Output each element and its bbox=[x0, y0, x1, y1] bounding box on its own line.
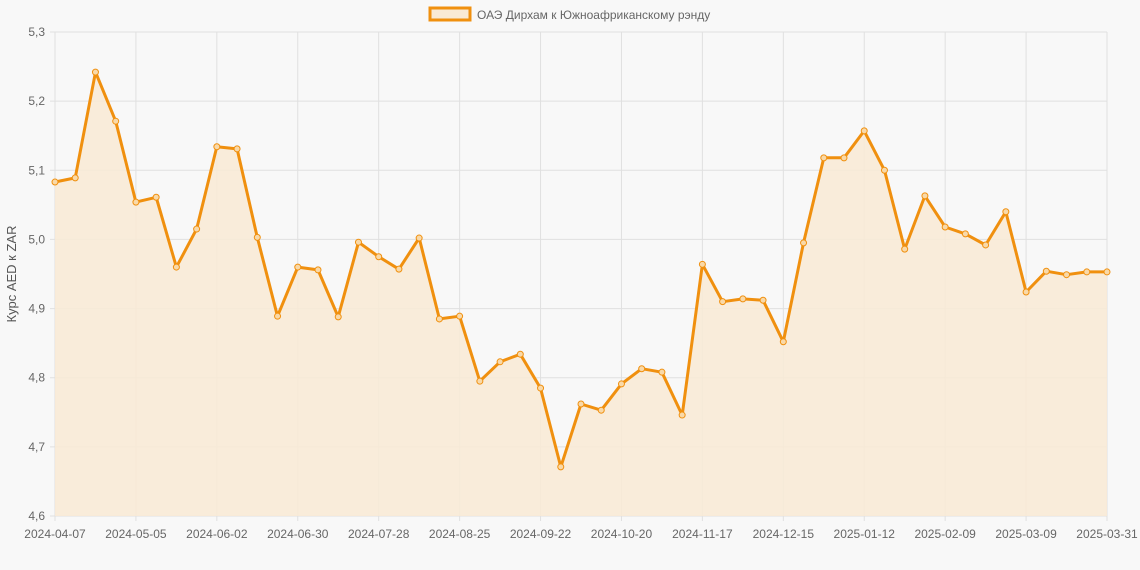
y-tick-label: 4,9 bbox=[28, 302, 45, 316]
data-point[interactable] bbox=[982, 241, 990, 249]
data-point[interactable] bbox=[698, 260, 706, 268]
data-point[interactable] bbox=[840, 154, 848, 162]
data-point[interactable] bbox=[91, 68, 99, 76]
y-tick-label: 5,3 bbox=[28, 25, 45, 39]
data-point[interactable] bbox=[820, 154, 828, 162]
data-point[interactable] bbox=[759, 296, 767, 304]
data-point[interactable] bbox=[941, 223, 949, 231]
x-tick-label: 2024-11-17 bbox=[672, 527, 733, 541]
legend-label[interactable]: ОАЭ Дирхам к Южноафриканскому рэнду bbox=[477, 8, 710, 22]
x-tick-label: 2024-09-22 bbox=[510, 527, 572, 541]
x-tick-label: 2024-05-05 bbox=[105, 527, 167, 541]
data-points bbox=[51, 68, 1111, 471]
x-tick-label: 2024-06-02 bbox=[186, 527, 248, 541]
x-tick-label: 2024-08-25 bbox=[429, 527, 491, 541]
x-tick-label: 2025-01-12 bbox=[834, 527, 896, 541]
data-point[interactable] bbox=[415, 234, 423, 242]
data-point[interactable] bbox=[638, 365, 646, 373]
data-point[interactable] bbox=[193, 225, 201, 233]
data-point[interactable] bbox=[112, 117, 120, 125]
data-point[interactable] bbox=[901, 245, 909, 253]
x-axis-ticks: 2024-04-07 2024-05-05 2024-06-02 2024-06-30… bbox=[24, 527, 1138, 541]
data-point[interactable] bbox=[577, 400, 585, 408]
data-point[interactable] bbox=[860, 127, 868, 135]
data-point[interactable] bbox=[597, 406, 605, 414]
x-tick-label: 2025-03-09 bbox=[995, 527, 1057, 541]
data-point[interactable] bbox=[152, 193, 160, 201]
data-point[interactable] bbox=[719, 298, 727, 306]
data-point[interactable] bbox=[1063, 271, 1071, 279]
x-tick-label: 2025-03-31 bbox=[1076, 527, 1138, 541]
x-tick-label: 2025-02-09 bbox=[914, 527, 976, 541]
data-point[interactable] bbox=[1083, 268, 1091, 276]
y-tick-label: 4,7 bbox=[28, 440, 45, 454]
y-axis-label: Курс AED к ZAR bbox=[4, 226, 19, 323]
data-point[interactable] bbox=[314, 266, 322, 274]
data-point[interactable] bbox=[1002, 208, 1010, 216]
x-tick-label: 2024-10-20 bbox=[591, 527, 653, 541]
y-tick-label: 4,8 bbox=[28, 371, 45, 385]
legend-swatch[interactable] bbox=[428, 6, 472, 22]
data-point[interactable] bbox=[516, 350, 524, 358]
data-point[interactable] bbox=[1042, 267, 1050, 275]
data-point[interactable] bbox=[172, 263, 180, 271]
data-point[interactable] bbox=[1103, 268, 1111, 276]
data-point[interactable] bbox=[274, 312, 282, 320]
x-tick-label: 2024-07-28 bbox=[348, 527, 410, 541]
data-point[interactable] bbox=[213, 143, 221, 151]
data-point[interactable] bbox=[921, 192, 929, 200]
y-tick-label: 4,6 bbox=[28, 509, 45, 523]
data-point[interactable] bbox=[476, 377, 484, 385]
data-point[interactable] bbox=[334, 313, 342, 321]
data-point[interactable] bbox=[678, 411, 686, 419]
y-axis-ticks: 4,6 4,7 4,8 4,9 5,0 5,1 5,2 5,3 bbox=[28, 25, 45, 523]
y-tick-label: 5,2 bbox=[28, 94, 45, 108]
data-point[interactable] bbox=[617, 380, 625, 388]
data-point[interactable] bbox=[71, 174, 79, 182]
data-point[interactable] bbox=[658, 368, 666, 376]
data-point[interactable] bbox=[395, 265, 403, 273]
data-point[interactable] bbox=[557, 463, 565, 471]
data-point[interactable] bbox=[800, 239, 808, 247]
x-tick-label: 2024-06-30 bbox=[267, 527, 329, 541]
data-point[interactable] bbox=[496, 358, 504, 366]
data-point[interactable] bbox=[375, 253, 383, 261]
y-tick-label: 5,1 bbox=[28, 163, 45, 177]
data-point[interactable] bbox=[880, 166, 888, 174]
data-point[interactable] bbox=[253, 233, 261, 241]
data-point[interactable] bbox=[961, 230, 969, 238]
data-point[interactable] bbox=[435, 315, 443, 323]
legend[interactable]: ОАЭ Дирхам к Южноафриканскому рэнду bbox=[428, 6, 710, 22]
data-point[interactable] bbox=[739, 295, 747, 303]
data-point[interactable] bbox=[1022, 288, 1030, 296]
data-point[interactable] bbox=[779, 338, 787, 346]
x-tick-label: 2024-12-15 bbox=[753, 527, 815, 541]
data-point[interactable] bbox=[233, 145, 241, 153]
data-point[interactable] bbox=[537, 384, 545, 392]
x-tick-label: 2024-04-07 bbox=[24, 527, 86, 541]
data-point[interactable] bbox=[354, 238, 362, 246]
data-point[interactable] bbox=[132, 198, 140, 206]
data-point[interactable] bbox=[51, 178, 59, 186]
data-point[interactable] bbox=[456, 312, 464, 320]
series-area bbox=[55, 72, 1107, 516]
data-point[interactable] bbox=[294, 263, 302, 271]
y-tick-label: 5,0 bbox=[28, 232, 45, 246]
